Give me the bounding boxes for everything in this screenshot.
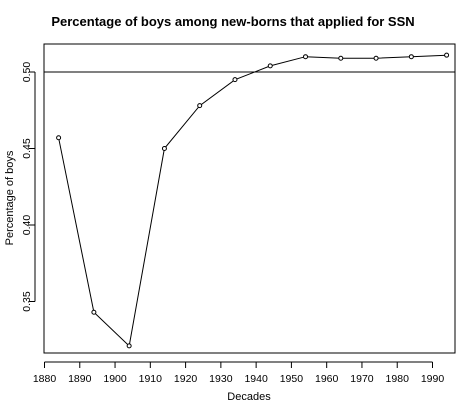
data-point [161,146,167,151]
y-axis-label: Percentage of boys [4,150,16,245]
x-tick-label: 1950 [280,373,304,385]
y-tick-label: 0.40 [21,215,33,236]
data-point [56,135,62,141]
y-tick-label: 0.35 [21,291,33,312]
data-points [56,52,450,349]
x-axis: 1880 1890 1900 1910 1920 1930 1940 1950 1960 1970… [33,361,445,385]
y-tick-label: 0.45 [21,138,33,159]
data-point [126,343,132,349]
x-tick-label: 1960 [315,373,339,385]
x-axis-label: Decades [227,391,271,403]
x-tick-label: 1910 [139,373,163,385]
plot-frame [43,43,456,354]
y-tick-label: 0.50 [21,62,33,83]
x-tick-label: 1990 [421,373,445,385]
x-tick-label: 1940 [244,373,268,385]
data-point [338,55,344,61]
x-tick-label: 1890 [68,373,92,385]
chart-title: Percentage of boys among new-borns that … [51,14,414,29]
data-point [197,103,203,109]
data-point [91,309,97,315]
x-tick-label: 1900 [103,373,127,385]
x-tick-label: 1980 [386,373,410,385]
series-line [58,54,447,347]
x-tick-label: 1930 [209,373,233,385]
y-axis: 0.35 0.40 0.45 0.50 [21,62,36,312]
x-tick-label: 1970 [350,373,374,385]
x-tick-label: 1920 [174,373,198,385]
data-point [373,55,379,61]
data-point [408,54,414,60]
x-tick-label: 1880 [33,373,57,385]
data-point [444,52,450,58]
data-point [232,77,238,83]
data-point [267,63,273,69]
data-point [303,54,309,60]
